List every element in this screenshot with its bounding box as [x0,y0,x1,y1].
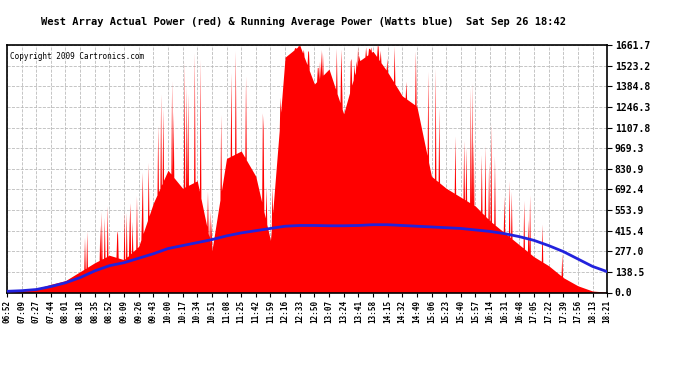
Text: West Array Actual Power (red) & Running Average Power (Watts blue)  Sat Sep 26 1: West Array Actual Power (red) & Running … [41,17,566,27]
Text: Copyright 2009 Cartronics.com: Copyright 2009 Cartronics.com [10,53,144,62]
